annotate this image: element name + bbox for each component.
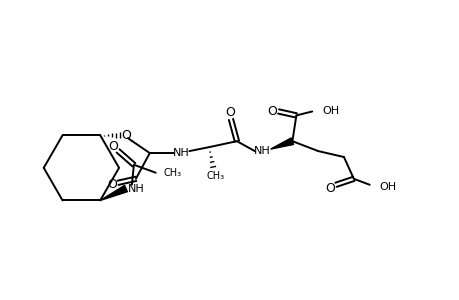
Text: O: O [325, 182, 334, 195]
Text: OH: OH [379, 182, 396, 192]
Text: O: O [121, 129, 131, 142]
Text: OH: OH [321, 106, 339, 116]
Text: NH: NH [173, 148, 190, 158]
Text: NH: NH [254, 146, 270, 156]
Text: NH: NH [127, 184, 144, 194]
Text: O: O [108, 140, 118, 153]
Polygon shape [270, 138, 293, 149]
Text: O: O [267, 105, 277, 118]
Polygon shape [100, 185, 127, 200]
Text: O: O [107, 178, 117, 191]
Text: CH₃: CH₃ [163, 168, 181, 178]
Text: CH₃: CH₃ [206, 171, 224, 181]
Text: O: O [224, 106, 235, 119]
